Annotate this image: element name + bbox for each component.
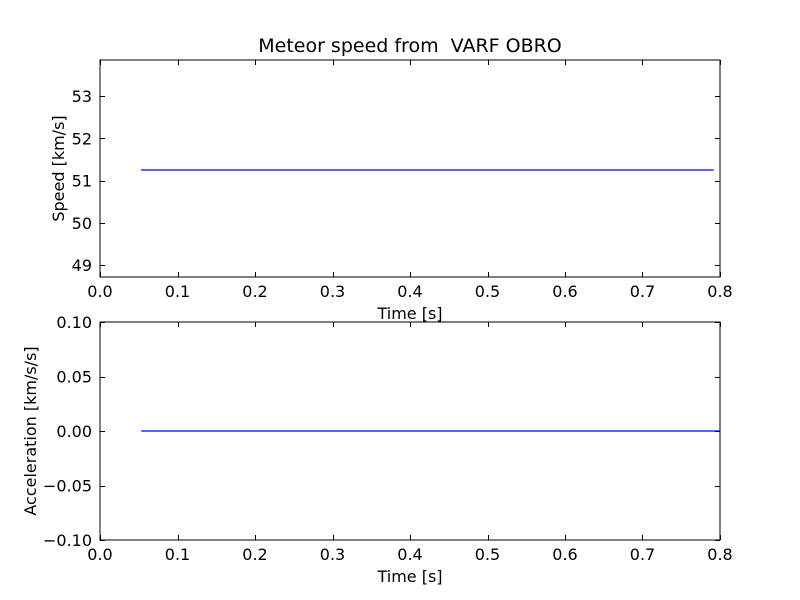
accel-x-axis-label: Time [s]	[376, 567, 442, 586]
accel-xtick-label: 0.6	[552, 545, 577, 564]
speed-xtick-label: 0.5	[475, 282, 500, 301]
speed-chart-title: Meteor speed from VARF OBRO	[258, 35, 562, 57]
accel-xtick-label: 0.7	[630, 545, 655, 564]
speed-ytick-label: 51	[72, 172, 92, 191]
speed-xtick-label: 0.3	[320, 282, 345, 301]
accel-xtick-label: 0.2	[242, 545, 267, 564]
speed-plot-frame	[99, 59, 721, 278]
accel-ytick-label: −0.05	[43, 477, 92, 496]
speed-xtick-label: 0.8	[707, 282, 732, 301]
speed-xtick-label: 0.6	[552, 282, 577, 301]
accel-xtick-label: 0.4	[397, 545, 422, 564]
accel-xtick-label: 0.3	[320, 545, 345, 564]
speed-y-axis-label: Speed [km/s]	[49, 115, 68, 221]
accel-ytick-label: 0.10	[56, 313, 92, 332]
accel-ytick-label: −0.10	[43, 531, 92, 550]
speed-ytick-label: 52	[72, 129, 92, 148]
accel-xtick-label: 0.1	[165, 545, 190, 564]
speed-x-axis-label: Time [s]	[376, 304, 442, 323]
speed-ytick-label: 50	[72, 214, 92, 233]
speed-xtick-label: 0.0	[87, 282, 112, 301]
speed-xtick-label: 0.1	[165, 282, 190, 301]
accel-y-axis-label: Acceleration [km/s/s]	[21, 346, 40, 515]
accel-ytick-label: 0.00	[56, 422, 92, 441]
accel-ytick-label: 0.05	[56, 368, 92, 387]
speed-xtick-label: 0.2	[242, 282, 267, 301]
speed-xtick-label: 0.7	[630, 282, 655, 301]
accel-xtick-label: 0.5	[475, 545, 500, 564]
accel-xtick-label: 0.8	[707, 545, 732, 564]
speed-xtick-label: 0.4	[397, 282, 422, 301]
speed-ytick-label: 49	[72, 256, 92, 275]
speed-ytick-label: 53	[72, 87, 92, 106]
accel-xtick-label: 0.0	[87, 545, 112, 564]
